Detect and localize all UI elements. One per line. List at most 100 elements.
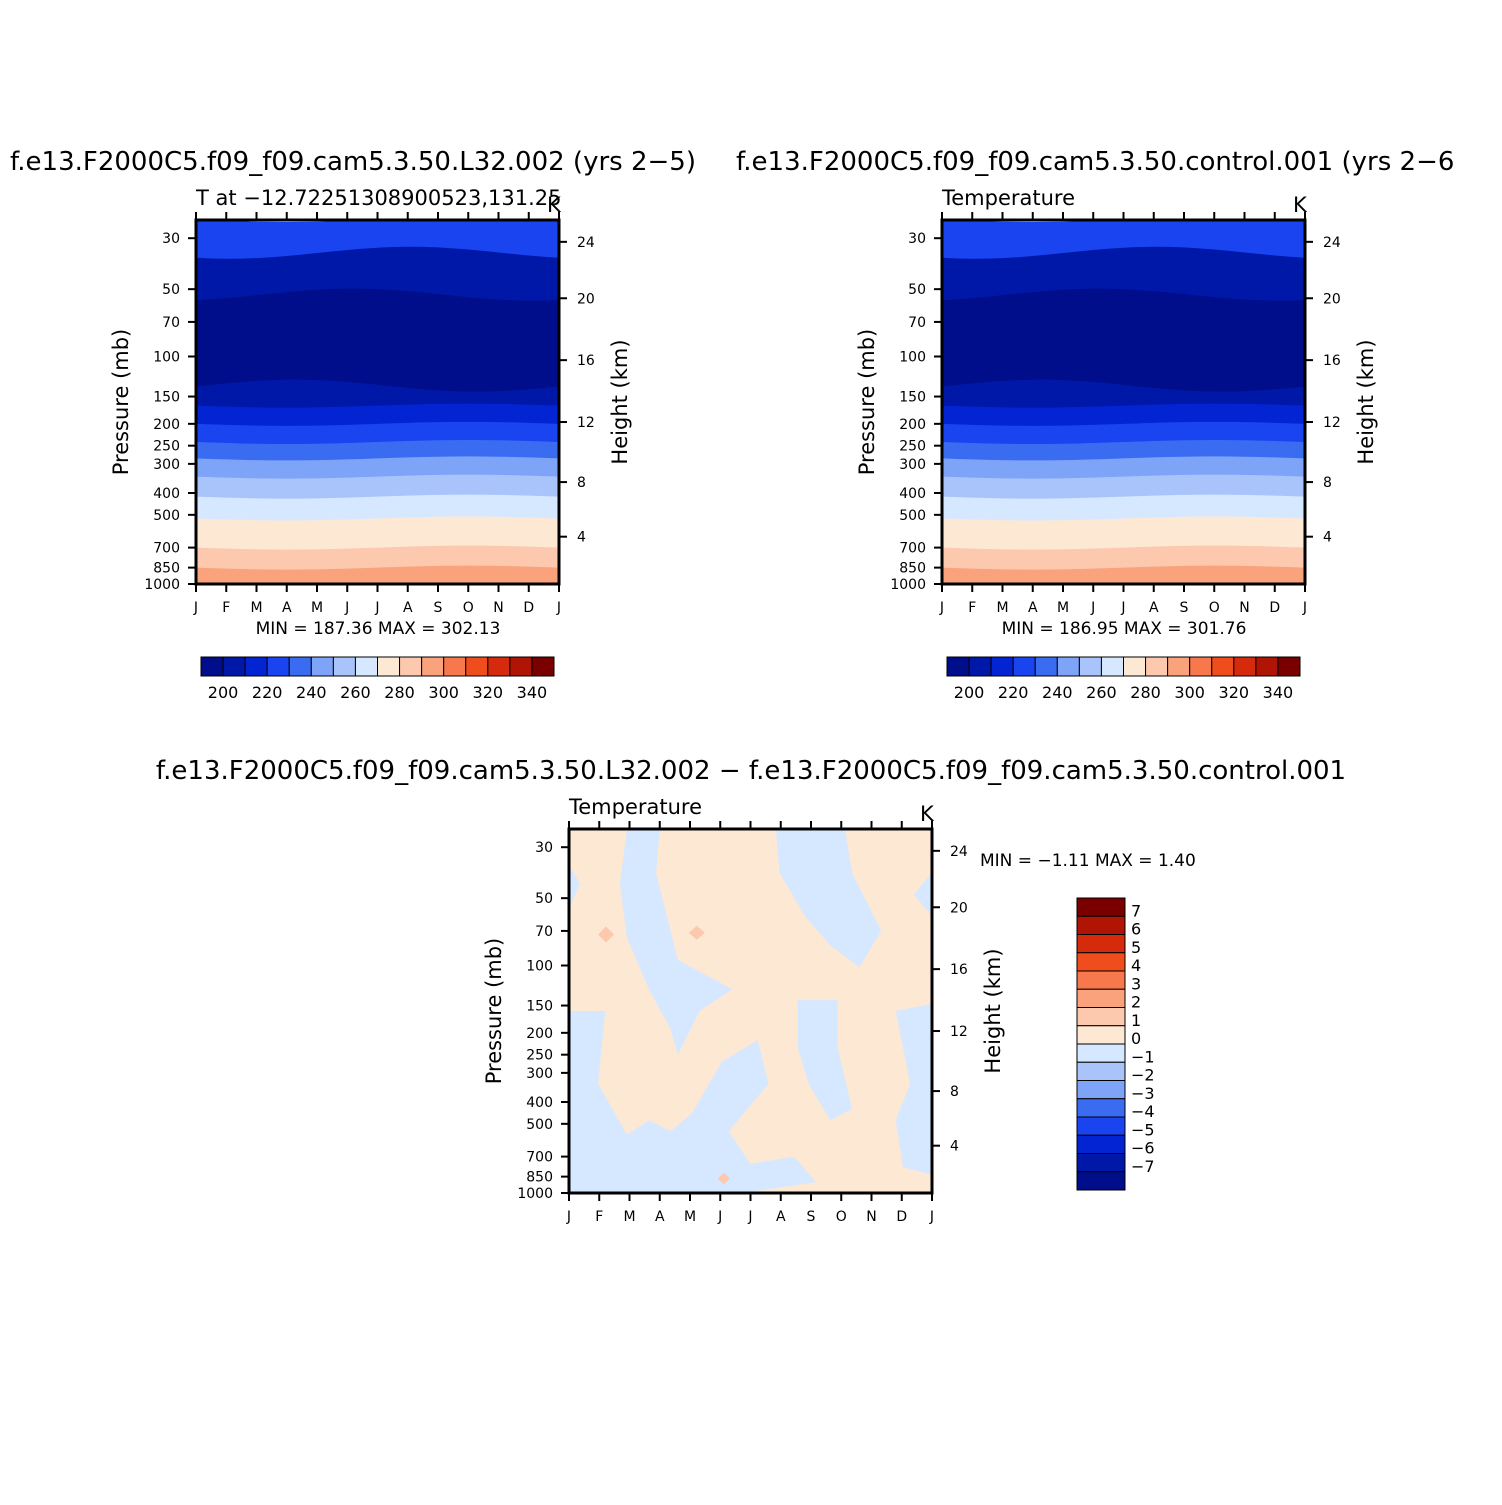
- colorbar-label: −6: [1131, 1139, 1155, 1158]
- colorbar-swatch: [990, 656, 1014, 677]
- colorbar-label: 6: [1131, 920, 1141, 939]
- x-tick-label: A: [282, 600, 292, 616]
- chart-units: K: [920, 802, 935, 826]
- contour-spot: [717, 1172, 730, 1185]
- colorbar-swatch: [421, 656, 445, 677]
- y-tick-label: 500: [153, 508, 180, 524]
- colorbar-label: 2: [1131, 993, 1141, 1012]
- chart-title: f.e13.F2000C5.f09_f09.cam5.3.50.L32.002 …: [156, 756, 1346, 786]
- min-max-label: MIN = 187.36 MAX = 302.13: [256, 619, 501, 639]
- y-tick-label: 50: [908, 282, 926, 298]
- x-tick-label: O: [1209, 600, 1220, 616]
- colorbar-label: 340: [517, 683, 548, 702]
- y-right-tick-label: 24: [1323, 235, 1341, 251]
- y-tick-label: 1000: [890, 577, 926, 593]
- x-tick-label: S: [1180, 600, 1189, 616]
- colorbar-swatch: [1012, 656, 1036, 677]
- colorbar-label: 200: [208, 683, 239, 702]
- x-tick-label: N: [866, 1209, 876, 1225]
- colorbar-label: −5: [1131, 1120, 1155, 1139]
- colorbar-swatch: [946, 656, 970, 677]
- y-tick-label: 150: [526, 999, 553, 1015]
- x-tick-label: A: [1028, 600, 1038, 616]
- y-tick-label: 70: [162, 315, 180, 331]
- y-tick-label: 850: [899, 561, 926, 577]
- y-tick-label: 30: [908, 231, 926, 247]
- chart-title: f.e13.F2000C5.f09_f09.cam5.3.50.control.…: [736, 147, 1454, 177]
- colorbar-swatch: [310, 656, 334, 677]
- y-tick-label: 200: [153, 417, 180, 433]
- x-tick-label: O: [463, 600, 474, 616]
- chart-subtitle-left: Temperature: [941, 186, 1075, 210]
- colorbar-label: 300: [428, 683, 459, 702]
- colorbar-swatch: [288, 656, 312, 677]
- y-tick-label: 700: [899, 541, 926, 557]
- x-tick-label: J: [566, 1209, 571, 1225]
- colorbar-swatch: [1076, 934, 1126, 954]
- min-max-label: MIN = 186.95 MAX = 301.76: [1002, 619, 1247, 639]
- colorbar-swatch: [266, 656, 290, 677]
- x-tick-label: J: [556, 600, 561, 616]
- y-tick-label: 250: [526, 1048, 553, 1064]
- colorbar-label: 300: [1174, 683, 1205, 702]
- chart-panel-2: f.e13.F2000C5.f09_f09.cam5.3.50.L32.002 …: [156, 756, 1346, 1225]
- colorbar-swatch: [1076, 1153, 1126, 1173]
- colorbar-label: 240: [296, 683, 327, 702]
- x-tick-label: F: [222, 600, 230, 616]
- y-axis-label: Pressure (mb): [482, 938, 506, 1085]
- colorbar-label: −4: [1131, 1102, 1155, 1121]
- y-tick-label: 300: [526, 1066, 553, 1082]
- colorbar-swatch: [968, 656, 992, 677]
- x-tick-label: M: [311, 600, 323, 616]
- min-max-label: MIN = −1.11 MAX = 1.40: [980, 851, 1196, 871]
- x-tick-label: J: [747, 1209, 752, 1225]
- y-right-tick-label: 20: [1323, 291, 1341, 307]
- colorbar-swatch: [399, 656, 423, 677]
- colorbar-label: 220: [252, 683, 283, 702]
- contour-spot: [688, 925, 705, 940]
- y-tick-label: 150: [153, 390, 180, 406]
- y-right-axis-label: Height (km): [608, 339, 632, 464]
- colorbar-label: 7: [1131, 901, 1141, 920]
- chart-title: f.e13.F2000C5.f09_f09.cam5.3.50.L32.002 …: [10, 147, 696, 177]
- y-right-tick-label: 12: [577, 415, 595, 431]
- contour-region: [619, 829, 733, 1055]
- x-tick-label: N: [493, 600, 503, 616]
- x-tick-label: M: [684, 1209, 696, 1225]
- colorbar-swatch: [1076, 988, 1126, 1008]
- y-right-tick-label: 16: [950, 962, 968, 978]
- colorbar-swatch: [1076, 897, 1126, 917]
- colorbar-swatch: [1277, 656, 1301, 677]
- colorbar-swatch: [1076, 952, 1126, 972]
- x-tick-label: J: [344, 600, 349, 616]
- colorbar-swatch: [1167, 656, 1191, 677]
- x-tick-label: M: [623, 1209, 635, 1225]
- y-right-tick-label: 8: [577, 475, 586, 491]
- x-tick-label: M: [996, 600, 1008, 616]
- y-tick-label: 400: [899, 486, 926, 502]
- y-right-tick-label: 24: [950, 844, 968, 860]
- colorbar-label: −2: [1131, 1066, 1155, 1085]
- colorbar-swatch: [1076, 1116, 1126, 1136]
- contour-band: [196, 565, 559, 584]
- y-right-tick-label: 24: [577, 235, 595, 251]
- colorbar-swatch: [1076, 1080, 1126, 1100]
- y-tick-label: 700: [526, 1150, 553, 1166]
- y-tick-label: 400: [153, 486, 180, 502]
- x-tick-label: S: [434, 600, 443, 616]
- x-tick-label: J: [717, 1209, 722, 1225]
- y-tick-label: 100: [526, 959, 553, 975]
- colorbar-swatch: [354, 656, 378, 677]
- y-tick-label: 50: [535, 891, 553, 907]
- colorbar-swatch: [1076, 1171, 1126, 1191]
- chart-subtitle-left: Temperature: [568, 795, 702, 819]
- colorbar-swatch: [377, 656, 401, 677]
- colorbar-swatch: [1189, 656, 1213, 677]
- x-tick-label: F: [595, 1209, 603, 1225]
- colorbar-label: −7: [1131, 1157, 1155, 1176]
- colorbar-swatch: [1076, 1134, 1126, 1154]
- colorbar-swatch: [531, 656, 555, 677]
- y-tick-label: 850: [526, 1170, 553, 1186]
- y-right-tick-label: 4: [577, 530, 586, 546]
- x-tick-label: A: [1149, 600, 1159, 616]
